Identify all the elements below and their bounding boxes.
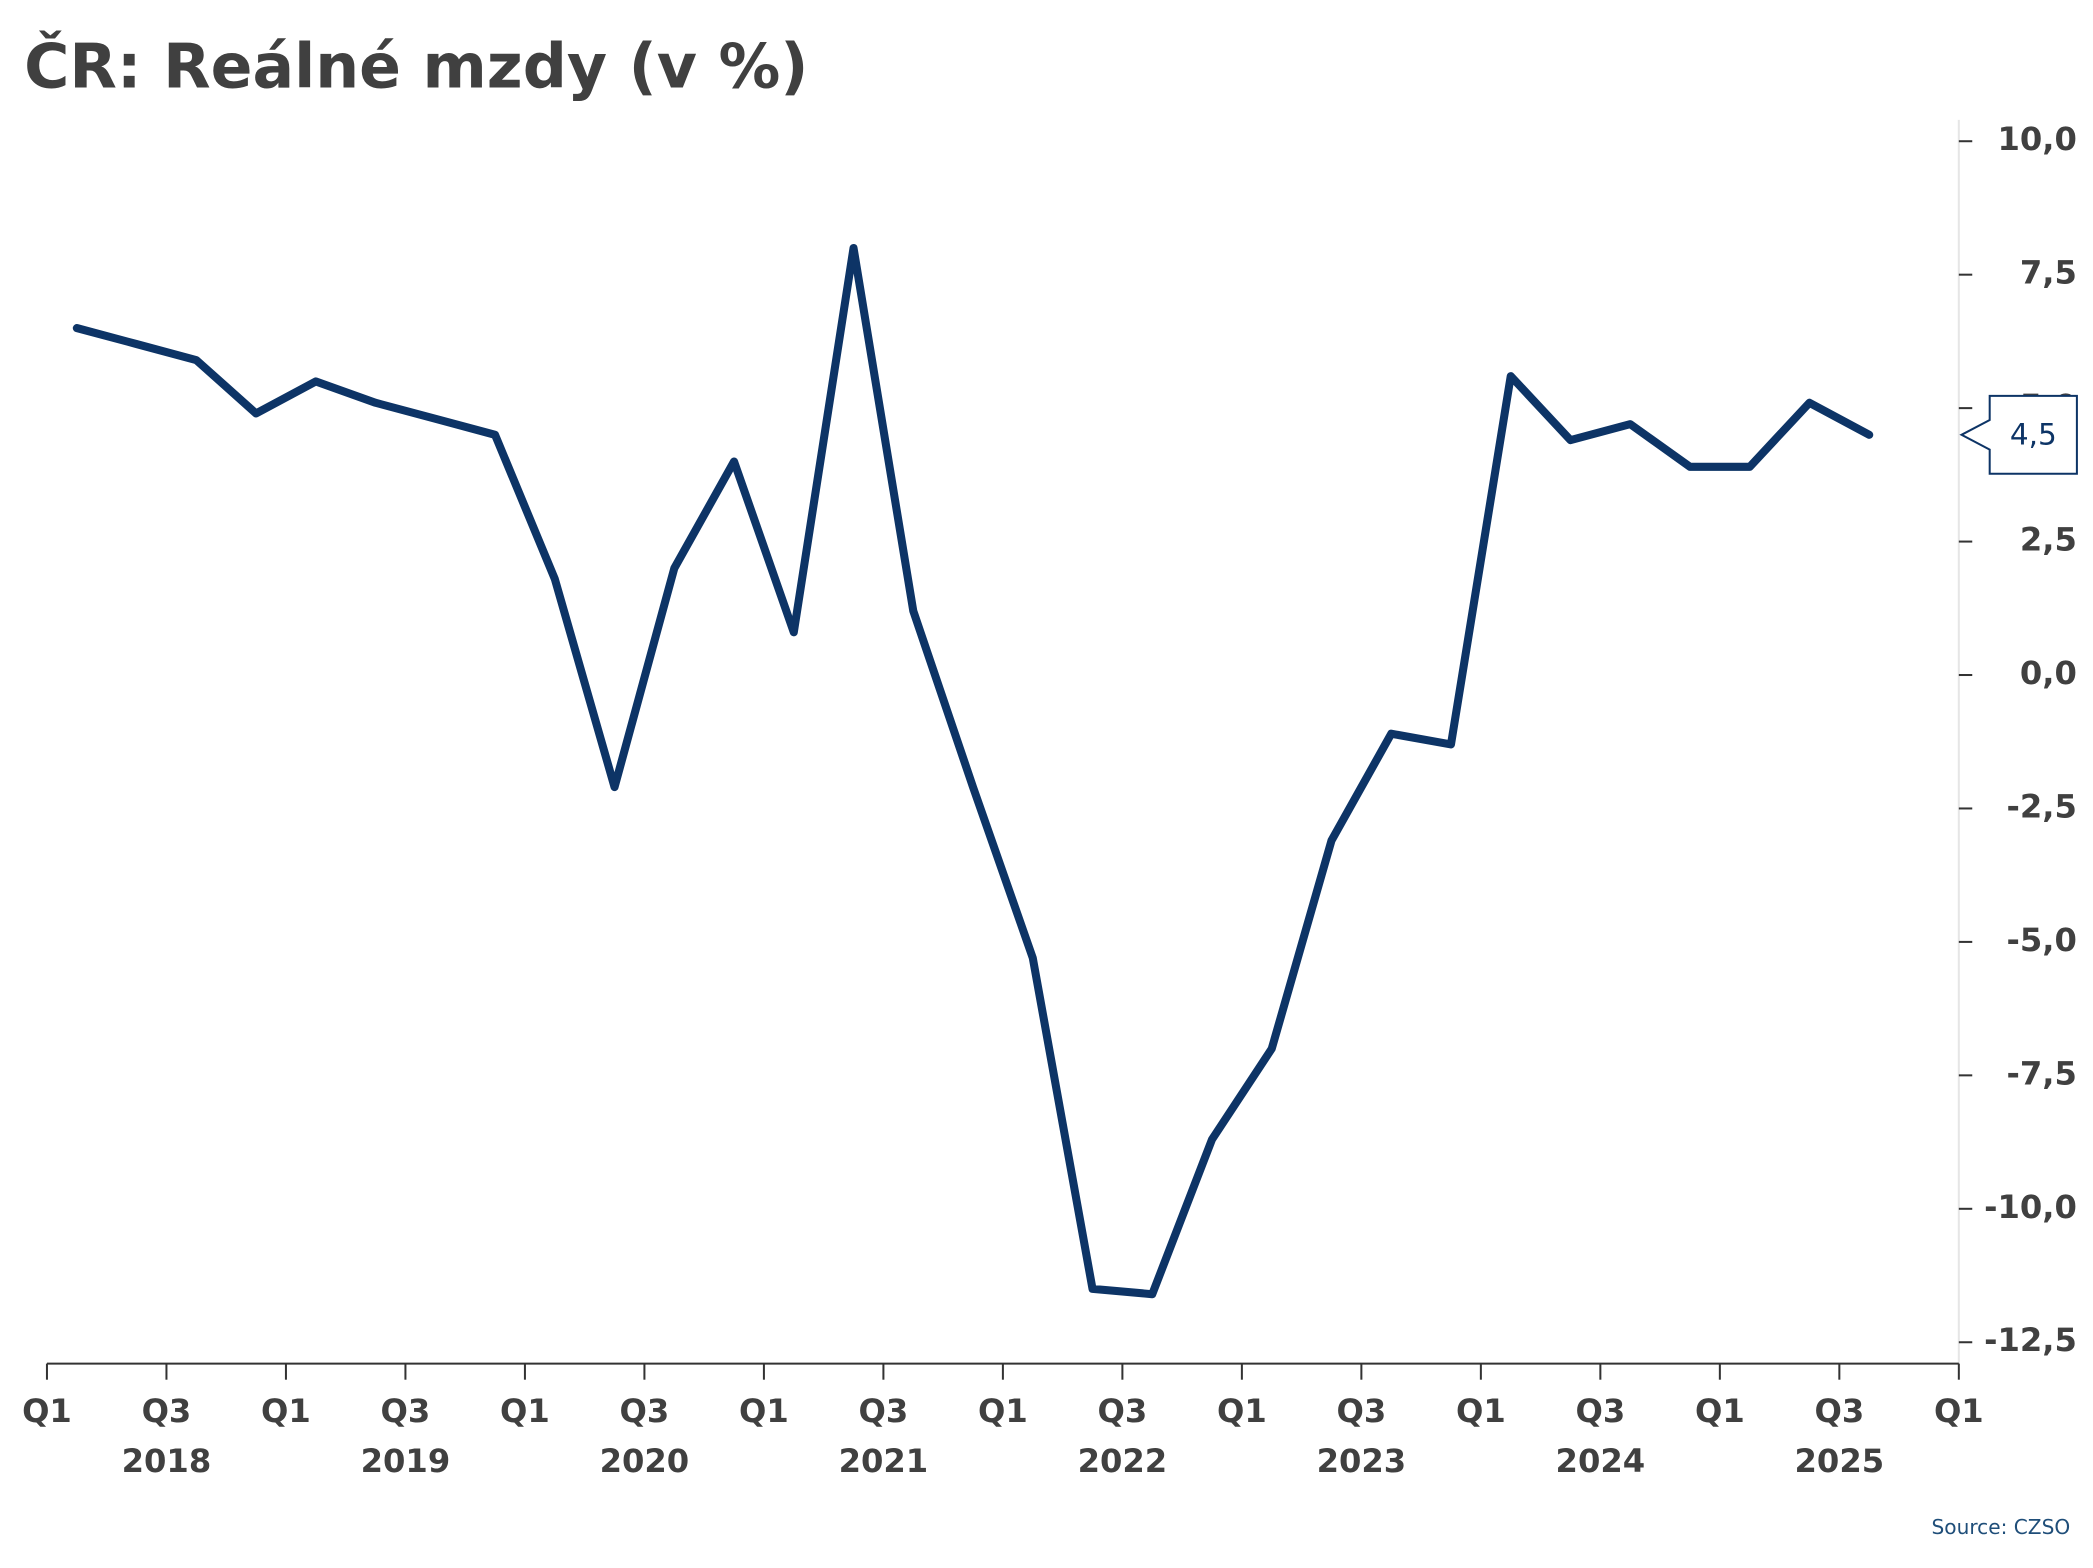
x-tick-label: Q3 (620, 1392, 670, 1430)
y-tick-label: -5,0 (2007, 921, 2077, 959)
x-year-label: 2018 (122, 1442, 212, 1480)
chart-title: ČR: Reálné mzdy (v %) (24, 29, 808, 102)
x-year-label: 2025 (1795, 1442, 1885, 1480)
x-year-label: 2023 (1317, 1442, 1407, 1480)
data-line (72, 243, 1874, 1299)
y-tick-label: 2,5 (2020, 521, 2077, 559)
x-tick-label: Q3 (381, 1392, 431, 1430)
x-year-label: 2021 (839, 1442, 929, 1480)
x-tick-label: Q3 (1814, 1392, 1864, 1430)
x-tick-label: Q3 (1575, 1392, 1625, 1430)
x-tick-label: Q3 (142, 1392, 192, 1430)
x-tick-label: Q3 (859, 1392, 909, 1430)
x-tick-label: Q1 (1695, 1392, 1745, 1430)
x-tick-label: Q3 (1098, 1392, 1148, 1430)
x-tick-label: Q1 (22, 1392, 72, 1430)
y-tick-label: -2,5 (2007, 787, 2077, 825)
x-year-label: 2022 (1078, 1442, 1168, 1480)
x-year-label: 2020 (600, 1442, 690, 1480)
x-tick-label: Q1 (261, 1392, 311, 1430)
y-tick-label: 7,5 (2020, 254, 2077, 292)
x-tick-label: Q1 (1217, 1392, 1267, 1430)
x-tick-label: Q1 (500, 1392, 550, 1430)
source-note: Source: CZSO (1932, 1515, 2071, 1539)
x-tick-label: Q1 (739, 1392, 789, 1430)
x-year-label: 2024 (1556, 1442, 1646, 1480)
y-tick-label: 10,0 (1997, 120, 2076, 158)
y-tick-label: 0,0 (2020, 654, 2077, 692)
x-tick-label: Q3 (1336, 1392, 1386, 1430)
y-tick-label: -10,0 (1984, 1188, 2077, 1226)
x-tick-label: Q1 (978, 1392, 1028, 1430)
x-tick-label: Q1 (1456, 1392, 1506, 1430)
value-callout-label: 4,5 (2010, 418, 2057, 452)
x-tick-label: Q1 (1934, 1392, 1984, 1430)
y-tick-label: -7,5 (2007, 1054, 2077, 1092)
value-callout (1959, 394, 2078, 475)
y-tick-label: -12,5 (1984, 1321, 2077, 1359)
x-year-label: 2019 (361, 1442, 451, 1480)
